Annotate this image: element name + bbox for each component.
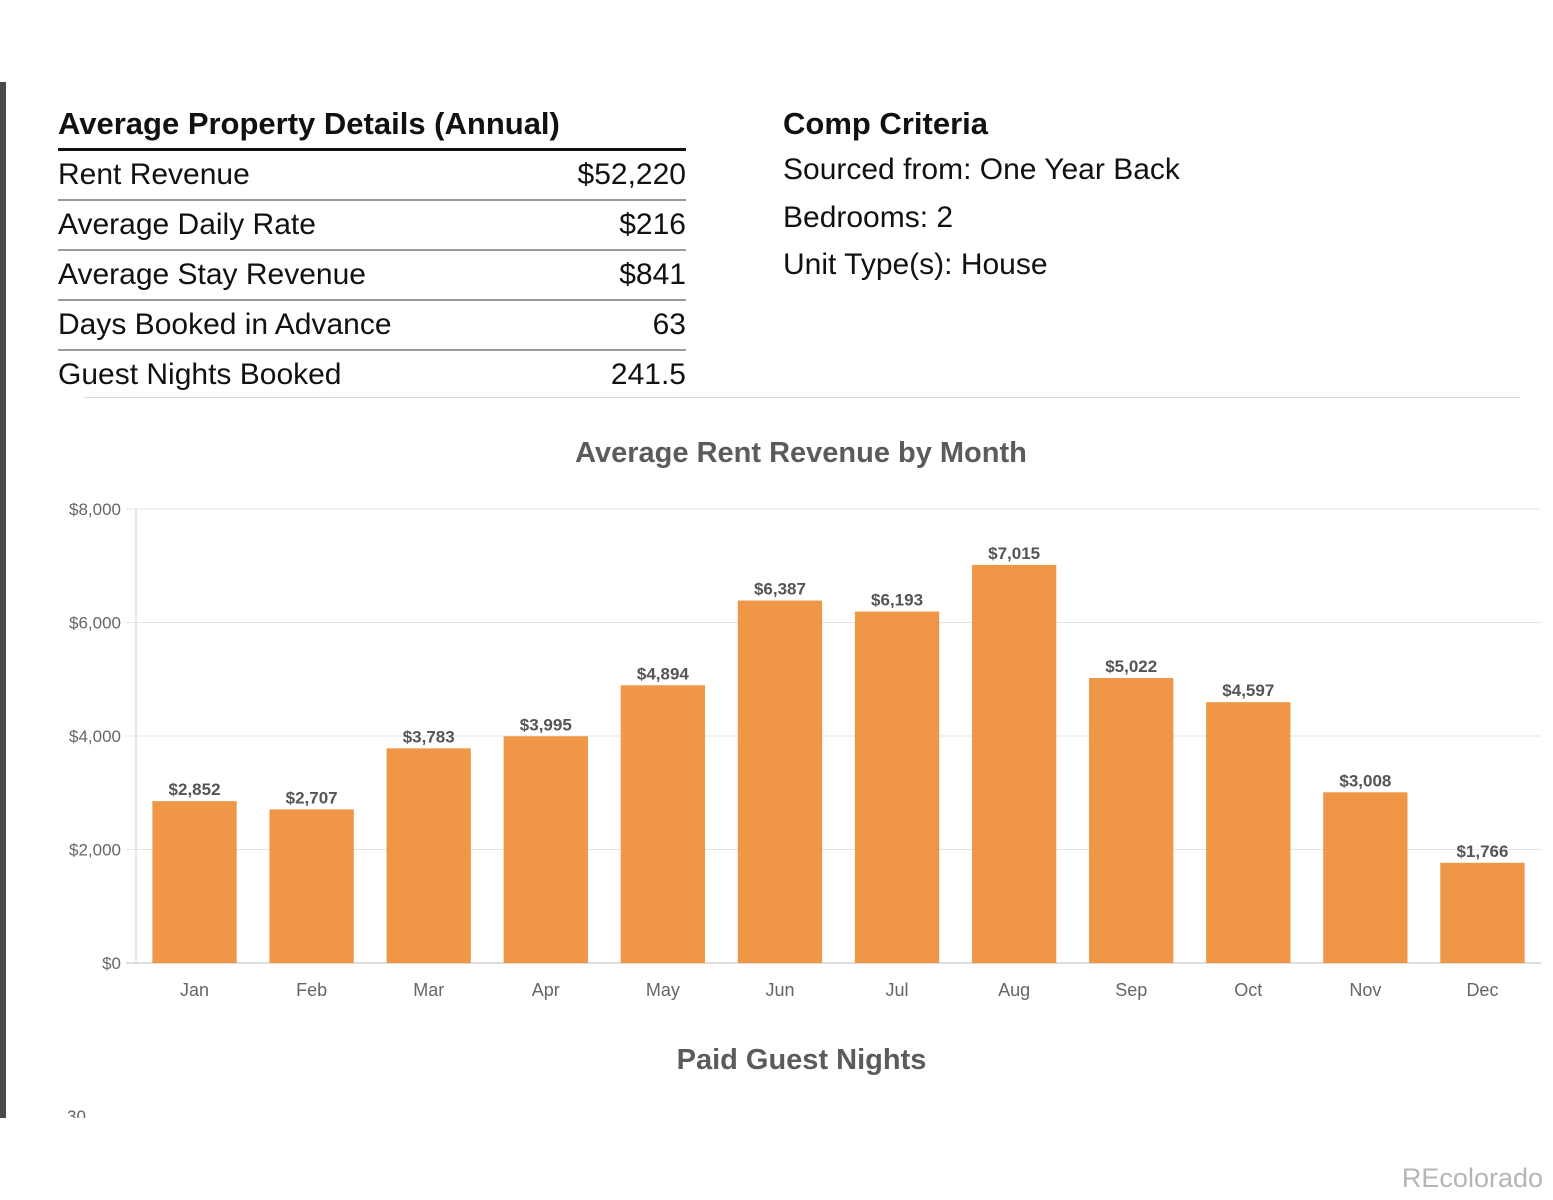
details-row-rent-revenue: Rent Revenue $52,220 — [58, 151, 686, 201]
x-tick-label: Oct — [1234, 980, 1262, 1000]
bar-dec — [1440, 862, 1525, 963]
property-details-table: Average Property Details (Annual) Rent R… — [58, 104, 686, 399]
data-label: $6,387 — [754, 580, 806, 599]
x-tick-label: Nov — [1349, 980, 1381, 1000]
comp-criteria-title: Comp Criteria — [783, 106, 988, 141]
y-tick-label: $0 — [102, 954, 121, 973]
bar-oct — [1206, 702, 1291, 963]
data-label: $6,193 — [871, 591, 923, 610]
data-label: $3,783 — [403, 727, 455, 746]
row-label: Average Stay Revenue — [58, 258, 366, 291]
chart-labels: $0 $2,000 $4,000 $6,000 $8,000 $2,852 Jan $2,70… — [69, 500, 1508, 1000]
left-edge-bar — [0, 82, 6, 1118]
data-label: $7,015 — [988, 544, 1040, 563]
data-label: $1,766 — [1456, 842, 1508, 861]
bar-jun — [737, 600, 823, 963]
x-tick-label: Dec — [1466, 980, 1498, 1000]
x-tick-label: Jan — [180, 980, 209, 1000]
comp-sourced-from: Sourced from: One Year Back — [783, 153, 1180, 186]
row-label: Guest Nights Booked — [58, 358, 342, 391]
row-label: Rent Revenue — [58, 158, 250, 191]
x-tick-label: Feb — [296, 980, 327, 1000]
y-tick-label: $6,000 — [69, 614, 121, 633]
bar-apr — [503, 736, 588, 963]
x-tick-label: May — [646, 980, 680, 1000]
x-tick-label: Apr — [532, 980, 560, 1000]
comp-bedrooms: Bedrooms: 2 — [783, 200, 954, 234]
bar-jan — [152, 801, 237, 963]
bar-sep — [1089, 678, 1174, 963]
row-value: 63 — [652, 308, 686, 341]
comp-unit-types: Unit Type(s): House — [783, 248, 1048, 281]
x-tick-label: Mar — [413, 980, 444, 1000]
x-tick-label: Jun — [765, 980, 794, 1000]
comp-criteria: Comp Criteria Sourced from: One Year Bac… — [783, 104, 1180, 291]
row-value: 241.5 — [610, 358, 686, 391]
bar-mar — [386, 748, 471, 963]
details-row-days-booked-in-advance: Days Booked in Advance 63 — [58, 301, 686, 351]
details-row-average-stay-revenue: Average Stay Revenue $841 — [58, 251, 686, 301]
details-row-average-daily-rate: Average Daily Rate $216 — [58, 201, 686, 251]
row-label: Days Booked in Advance — [58, 308, 392, 341]
data-label: $3,995 — [520, 715, 572, 734]
data-label: $3,008 — [1339, 771, 1391, 790]
row-value: $52,220 — [577, 158, 686, 191]
bar-nov — [1323, 792, 1408, 963]
x-tick-label: Jul — [886, 980, 909, 1000]
section-divider — [84, 397, 1520, 398]
bar-feb — [269, 809, 354, 963]
recolorado-watermark: REcolorado — [1401, 1163, 1543, 1193]
y-tick-label: $4,000 — [69, 727, 121, 746]
y-tick-label: $2,000 — [69, 841, 121, 860]
details-row-guest-nights-booked: Guest Nights Booked 241.5 — [58, 351, 686, 399]
bar-aug — [971, 564, 1057, 963]
x-tick-label: Aug — [998, 980, 1030, 1000]
row-value: $841 — [619, 258, 686, 291]
y-tick-label: $8,000 — [69, 500, 121, 519]
chart-title: Average Rent Revenue by Month — [575, 437, 1027, 469]
bar-may — [620, 685, 706, 963]
data-label: $5,022 — [1105, 657, 1157, 676]
paid-guest-nights-title: Paid Guest Nights — [676, 1044, 927, 1076]
chart-bars — [152, 564, 1525, 963]
chart-grid — [126, 508, 1541, 964]
row-label: Average Daily Rate — [58, 208, 316, 241]
details-title: Average Property Details (Annual) — [58, 104, 686, 151]
x-tick-label: Sep — [1115, 980, 1147, 1000]
data-label: $4,894 — [637, 664, 690, 683]
data-label: $4,597 — [1222, 681, 1274, 700]
bar-jul — [854, 611, 940, 963]
rent-revenue-bar-chart: Average Rent Revenue by Month $0 $2,000 $4… — [69, 437, 1541, 1000]
data-label: $2,707 — [286, 788, 338, 807]
row-value: $216 — [619, 208, 686, 241]
paid-guest-nights-partial-tick: 30 — [67, 1107, 86, 1118]
data-label: $2,852 — [169, 780, 221, 799]
